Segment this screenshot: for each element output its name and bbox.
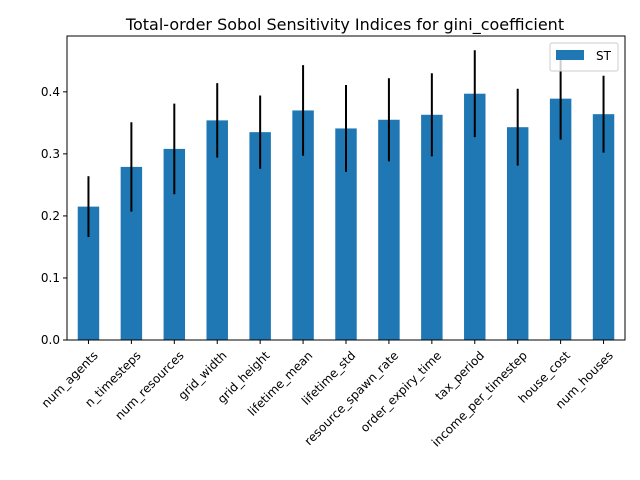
bar-grid_width <box>206 120 228 340</box>
legend: ST <box>549 42 619 72</box>
legend-label: ST <box>596 49 612 63</box>
bars-layer <box>77 93 615 341</box>
error-bars-layer <box>87 50 605 238</box>
bar-house_cost <box>549 98 572 340</box>
chart-title: Total-order Sobol Sensitivity Indices fo… <box>125 15 564 35</box>
bar-resource_spawn_rate <box>378 119 400 341</box>
bar-tax_period <box>464 93 486 340</box>
bar-grid_height <box>249 132 271 340</box>
legend-swatch <box>556 50 584 60</box>
bar-num_agents <box>77 206 100 340</box>
bar-n_timesteps <box>120 166 143 340</box>
y-axis: 0.0 0.1 0.2 0.3 0.4 <box>41 85 67 347</box>
bar-order_expiry_time <box>421 114 443 340</box>
y-tick-label: 0.4 <box>41 85 60 99</box>
y-tick-label: 0.1 <box>41 271 60 285</box>
bar-num_resources <box>163 148 186 340</box>
y-tick-label: 0.0 <box>41 333 60 347</box>
y-tick-label: 0.2 <box>41 209 60 223</box>
bar-num_houses <box>592 114 615 341</box>
y-tick-label: 0.3 <box>41 147 60 161</box>
bar-lifetime_std <box>335 128 357 340</box>
bar-income_per_timestep <box>506 127 529 340</box>
bar-lifetime_mean <box>292 110 314 341</box>
